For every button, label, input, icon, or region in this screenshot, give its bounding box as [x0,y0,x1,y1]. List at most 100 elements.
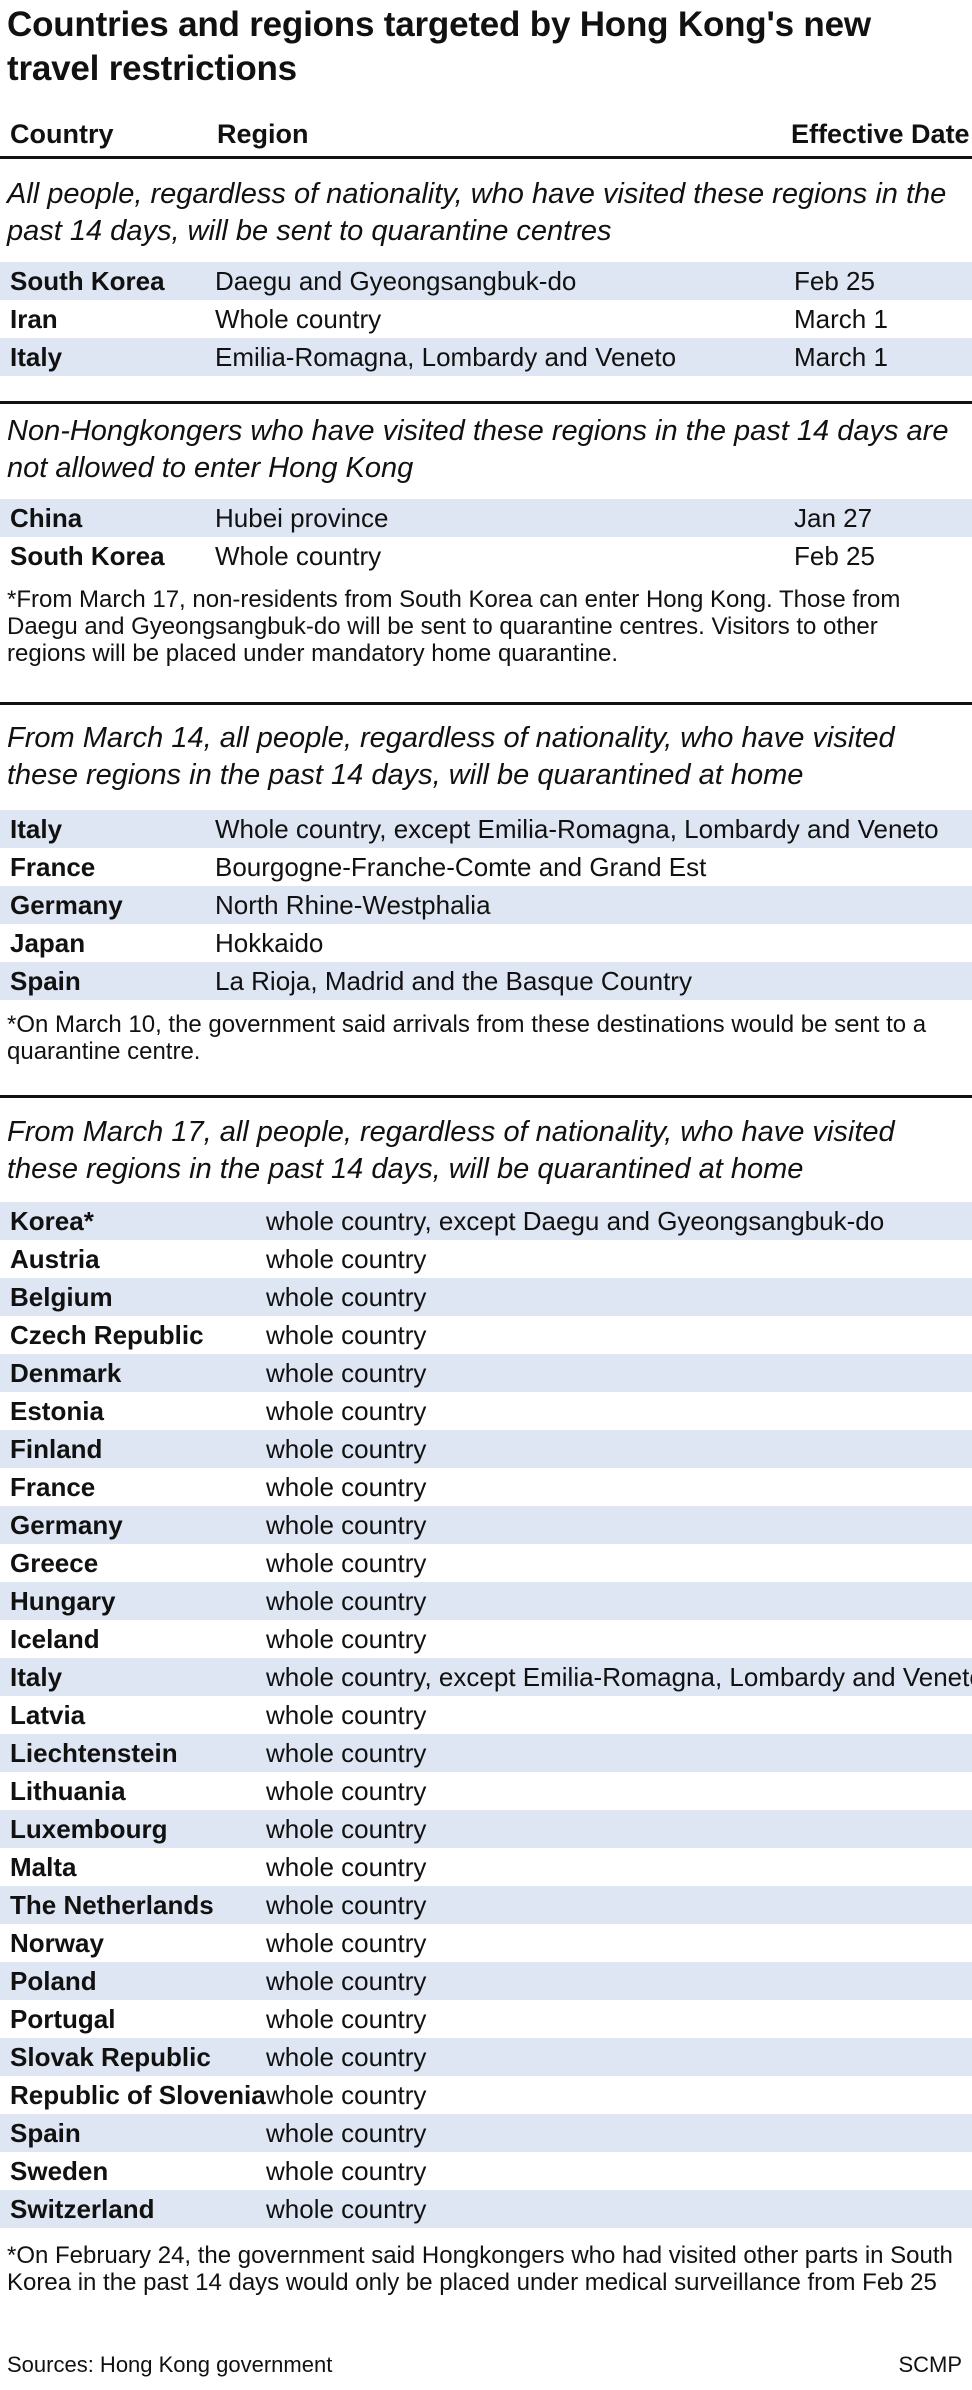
region-cell: whole country [266,1928,427,1958]
country-cell: Latvia [10,1700,86,1730]
table-row: Korea* whole country, except Daegu and Gy… [0,1202,972,1240]
country-cell: Norway [10,1928,104,1958]
country-cell: Denmark [10,1358,122,1388]
country-cell: Spain [10,2118,81,2148]
table-row: Finland whole country [0,1430,972,1468]
section-divider [0,401,972,404]
country-cell: Luxembourg [10,1814,168,1844]
country-cell: Estonia [10,1396,104,1426]
table-row: South Korea Whole country Feb 25 [0,537,972,575]
country-cell: Poland [10,1966,97,1996]
effective-date-cell: Feb 25 [794,541,875,571]
region-cell: whole country [266,1548,427,1578]
country-cell: South Korea [10,266,165,296]
region-cell: whole country [266,1396,427,1426]
region-cell: Hubei province [215,503,389,533]
table-row: Italy whole country, except Emilia-Romagn… [0,1658,972,1696]
country-cell: Portugal [10,2004,116,2034]
effective-date-cell: Jan 27 [794,503,873,533]
table-row: Italy Emilia-Romagna, Lombardy and Veneto… [0,338,972,376]
table-row: South Korea Daegu and Gyeongsangbuk-do Feb… [0,262,972,300]
region-cell: whole country, except Emilia-Romagna, Lo… [266,1662,972,1692]
country-cell: Slovak Republic [10,2042,211,2072]
region-cell: whole country [266,1244,427,1274]
effective-date-cell: Feb 25 [794,266,875,296]
region-cell: whole country [266,1852,427,1882]
publisher-credit: SCMP [898,2352,962,2377]
table-row: Hungary whole country [0,1582,972,1620]
table-row: Lithuania whole country [0,1772,972,1810]
section-2-footnote: *From March 17, non-residents from South… [7,586,901,667]
region-cell: whole country, except Daegu and Gyeongsa… [266,1206,885,1236]
country-cell: The Netherlands [10,1890,214,1920]
country-cell: Belgium [10,1282,113,1312]
country-cell: Germany [10,890,123,920]
table-row: Iceland whole country [0,1620,972,1658]
region-cell: Hokkaido [215,928,324,958]
region-cell: Whole country [215,304,382,334]
section-divider [0,702,972,705]
table-row: Spain whole country [0,2114,972,2152]
country-cell: Japan [10,928,86,958]
region-cell: Whole country, except Emilia-Romagna, Lo… [215,814,939,844]
region-cell: whole country [266,1814,427,1844]
country-cell: Italy [10,814,63,844]
region-cell: whole country [266,2156,427,2186]
section-4-footnote: *On February 24, the government said Hon… [7,2242,953,2296]
region-cell: La Rioja, Madrid and the Basque Country [215,966,692,996]
country-cell: France [10,1472,96,1502]
region-cell: whole country [266,2080,427,2110]
table-row: Luxembourg whole country [0,1810,972,1848]
region-cell: whole country [266,1358,427,1388]
region-cell: whole country [266,2118,427,2148]
section-2-heading: Non-Hongkongers who have visited these r… [7,415,949,484]
section-1-heading: All people, regardless of nationality, w… [7,178,947,247]
region-cell: whole country [266,1282,427,1312]
region-cell: Bourgogne-Franche-Comte and Grand Est [215,852,707,882]
header-divider [0,156,972,159]
section-3-heading: From March 14, all people, regardless of… [7,722,895,791]
region-cell: whole country [266,1472,427,1502]
region-cell: North Rhine-Westphalia [215,890,491,920]
region-cell: whole country [266,1890,427,1920]
country-cell: Lithuania [10,1776,126,1806]
table-row: Belgium whole country [0,1278,972,1316]
effective-date-cell: March 1 [794,342,888,372]
country-cell: Finland [10,1434,103,1464]
table-row: Slovak Republic whole country [0,2038,972,2076]
table-row: France whole country [0,1468,972,1506]
region-cell: whole country [266,1700,427,1730]
table-row: Malta whole country [0,1848,972,1886]
table-row: Republic of Slovenia whole country [0,2076,972,2114]
country-cell: Iran [10,304,58,334]
page-title: Countries and regions targeted by Hong K… [7,5,871,88]
column-header-effective-date: Effective Date [791,119,970,149]
table-row: Iran Whole country March 1 [0,300,972,338]
table-row: Sweden whole country [0,2152,972,2190]
country-cell: Republic of Slovenia [10,2080,266,2110]
country-cell: Iceland [10,1624,100,1654]
table-row: Spain La Rioja, Madrid and the Basque Cou… [0,962,972,1000]
region-cell: whole country [266,2194,427,2224]
table-row: Estonia whole country [0,1392,972,1430]
region-cell: Emilia-Romagna, Lombardy and Veneto [215,342,677,372]
country-cell: Sweden [10,2156,109,2186]
region-cell: whole country [266,1966,427,1996]
region-cell: Whole country [215,541,382,571]
country-cell: South Korea [10,541,165,571]
region-cell: whole country [266,2004,427,2034]
sources-credit: Sources: Hong Kong government [7,2352,333,2377]
table-row: China Hubei province Jan 27 [0,499,972,537]
table-row: Latvia whole country [0,1696,972,1734]
table-row: Greece whole country [0,1544,972,1582]
country-cell: Hungary [10,1586,116,1616]
table-row: Portugal whole country [0,2000,972,2038]
table-row: Poland whole country [0,1962,972,2000]
region-cell: Daegu and Gyeongsangbuk-do [215,266,577,296]
table-row: Norway whole country [0,1924,972,1962]
region-cell: whole country [266,1776,427,1806]
section-3-footnote: *On March 10, the government said arriva… [7,1011,927,1065]
country-cell: Switzerland [10,2194,155,2224]
region-cell: whole country [266,1434,427,1464]
